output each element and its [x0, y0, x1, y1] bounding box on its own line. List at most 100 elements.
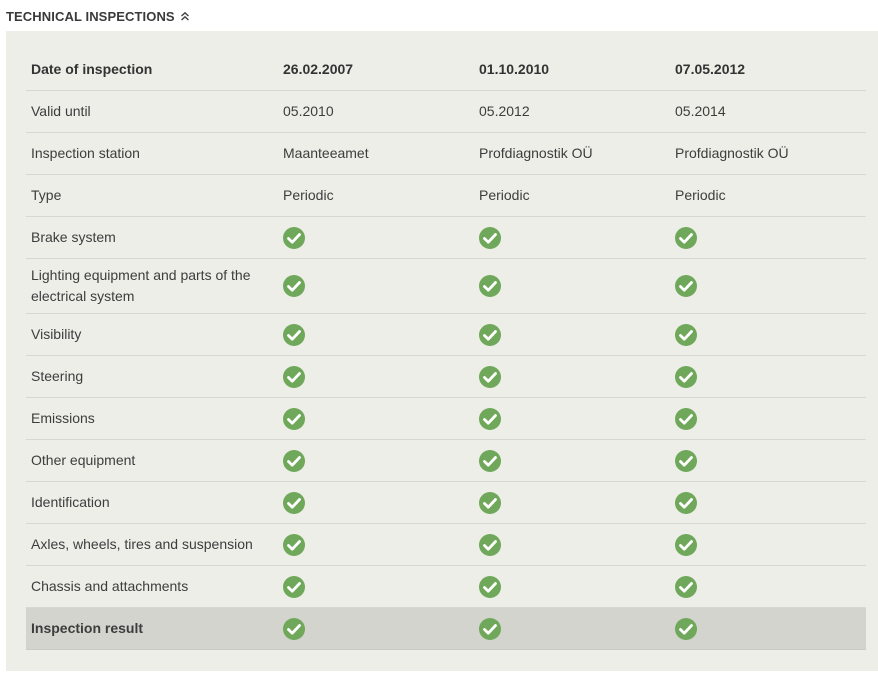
check-circle-icon: [675, 575, 697, 598]
check-cell: [474, 216, 670, 259]
inspection-date: 26.02.2007: [278, 49, 474, 91]
check-cell: [670, 258, 866, 314]
check-cell: [670, 355, 866, 398]
check-cell: [670, 397, 866, 440]
cell-value: Profdiagnostik OÜ: [474, 132, 670, 175]
check-circle-icon: [675, 365, 697, 388]
table-row: Chassis and attachments: [26, 565, 866, 608]
check-cell: [278, 258, 474, 314]
check-cell: [278, 439, 474, 482]
cell-value: Profdiagnostik OÜ: [670, 132, 866, 175]
check-cell: [474, 313, 670, 356]
section-title: TECHNICAL INSPECTIONS: [6, 8, 175, 24]
row-label: Steering: [26, 355, 278, 398]
check-circle-icon: [283, 275, 305, 298]
row-label: Lighting equipment and parts of the elec…: [26, 258, 278, 314]
table-row: Other equipment: [26, 439, 866, 482]
cell-value: 05.2012: [474, 90, 670, 133]
check-cell: [670, 216, 866, 259]
check-circle-icon: [675, 275, 697, 298]
check-cell: [278, 355, 474, 398]
check-cell: [670, 439, 866, 482]
row-label: Other equipment: [26, 439, 278, 482]
table-row: Emissions: [26, 397, 866, 440]
row-label: Inspection station: [26, 132, 278, 175]
table-row: Axles, wheels, tires and suspension: [26, 523, 866, 566]
check-circle-icon: [675, 323, 697, 346]
row-label: Axles, wheels, tires and suspension: [26, 523, 278, 566]
header-row: Date of inspection 26.02.2007 01.10.2010…: [26, 49, 866, 91]
check-circle-icon: [479, 617, 501, 640]
inspections-panel: Date of inspection 26.02.2007 01.10.2010…: [6, 31, 878, 671]
check-circle-icon: [283, 226, 305, 249]
section-header[interactable]: TECHNICAL INSPECTIONS: [6, 6, 190, 26]
inspection-date: 07.05.2012: [670, 49, 866, 91]
inspection-date: 01.10.2010: [474, 49, 670, 91]
check-circle-icon: [283, 323, 305, 346]
check-circle-icon: [675, 533, 697, 556]
row-label: Identification: [26, 481, 278, 524]
check-circle-icon: [479, 365, 501, 388]
inspection-result-row: Inspection result: [26, 607, 866, 650]
check-cell: [670, 607, 866, 650]
check-circle-icon: [283, 575, 305, 598]
check-circle-icon: [283, 449, 305, 472]
row-label: Valid until: [26, 90, 278, 133]
table-row: Lighting equipment and parts of the elec…: [26, 258, 866, 314]
cell-value: Periodic: [278, 174, 474, 217]
check-cell: [278, 313, 474, 356]
cell-value: 05.2010: [278, 90, 474, 133]
table-row-inspection-station: Inspection station Maanteeamet Profdiagn…: [26, 132, 866, 175]
row-label: Type: [26, 174, 278, 217]
check-circle-icon: [479, 449, 501, 472]
check-circle-icon: [675, 226, 697, 249]
check-circle-icon: [283, 407, 305, 430]
check-cell: [670, 523, 866, 566]
check-cell: [474, 607, 670, 650]
check-cell: [278, 397, 474, 440]
check-circle-icon: [283, 491, 305, 514]
cell-value: Maanteeamet: [278, 132, 474, 175]
check-cell: [278, 607, 474, 650]
row-label: Chassis and attachments: [26, 565, 278, 608]
table-row-valid-until: Valid until 05.2010 05.2012 05.2014: [26, 90, 866, 133]
cell-value: Periodic: [670, 174, 866, 217]
check-cell: [670, 565, 866, 608]
table-row: Visibility: [26, 313, 866, 356]
table-row: Brake system: [26, 216, 866, 259]
check-cell: [278, 216, 474, 259]
check-circle-icon: [283, 365, 305, 388]
cell-value: 05.2014: [670, 90, 866, 133]
check-circle-icon: [479, 323, 501, 346]
check-cell: [278, 481, 474, 524]
row-label: Visibility: [26, 313, 278, 356]
check-circle-icon: [479, 491, 501, 514]
table-row: Steering: [26, 355, 866, 398]
check-cell: [474, 439, 670, 482]
check-circle-icon: [479, 533, 501, 556]
row-label: Brake system: [26, 216, 278, 259]
check-circle-icon: [675, 449, 697, 472]
check-circle-icon: [675, 407, 697, 430]
check-circle-icon: [283, 533, 305, 556]
check-circle-icon: [479, 275, 501, 298]
double-chevron-up-icon[interactable]: [180, 11, 190, 21]
check-circle-icon: [283, 617, 305, 640]
check-cell: [278, 565, 474, 608]
cell-value: Periodic: [474, 174, 670, 217]
check-cell: [474, 355, 670, 398]
check-cell: [474, 397, 670, 440]
table-row-type: Type Periodic Periodic Periodic: [26, 174, 866, 217]
check-circle-icon: [479, 226, 501, 249]
check-circle-icon: [479, 575, 501, 598]
check-circle-icon: [675, 617, 697, 640]
check-cell: [474, 481, 670, 524]
check-cell: [670, 481, 866, 524]
check-circle-icon: [675, 491, 697, 514]
check-cell: [670, 313, 866, 356]
check-circle-icon: [479, 407, 501, 430]
table-row: Identification: [26, 481, 866, 524]
row-label: Inspection result: [26, 607, 278, 650]
inspections-table: Date of inspection 26.02.2007 01.10.2010…: [26, 49, 866, 650]
check-cell: [474, 523, 670, 566]
